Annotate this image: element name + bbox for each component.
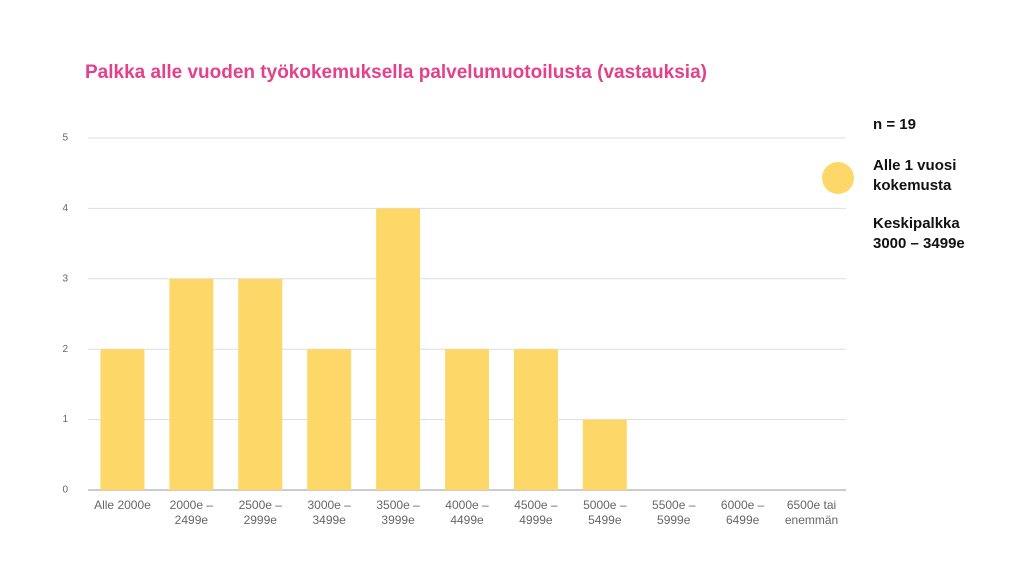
x-tick-label: 2000e – 2499e [169, 498, 214, 527]
y-tick-label: 3 [62, 273, 68, 284]
y-tick-label: 1 [62, 414, 68, 425]
x-tick-label: 6000e – 6499e [720, 498, 765, 527]
x-tick-label: 6500e tai enemmän [784, 498, 839, 527]
y-tick-label: 2 [62, 344, 68, 355]
bar [376, 208, 421, 490]
bar [445, 349, 489, 490]
x-tick-label: 3000e – 3499e [307, 498, 351, 527]
y-tick-label: 0 [62, 485, 68, 496]
x-tick-label: 2500e – 2999e [238, 498, 282, 527]
bar [513, 349, 558, 490]
annotation: Keskipalkka 3000 – 3499e [873, 215, 965, 252]
bar [169, 278, 214, 490]
x-tick-label: 5000e – 5499e [583, 498, 627, 527]
legend-marker [822, 162, 854, 194]
x-tick-label: Alle 2000e [94, 498, 151, 512]
x-tick-label: 4000e – 4499e [445, 498, 489, 527]
x-tick-label: 5500e – 5999e [652, 498, 696, 527]
y-tick-label: 4 [62, 203, 68, 214]
bar [100, 349, 145, 490]
legend-label: Alle 1 vuosi kokemusta [873, 157, 957, 194]
sample-size: n = 19 [873, 116, 916, 133]
bar [238, 278, 283, 490]
y-tick-label: 5 [62, 133, 68, 144]
x-tick-label: 4500e – 4999e [514, 498, 558, 527]
bar [582, 419, 627, 490]
bar [307, 349, 352, 490]
chart-title: Palkka alle vuoden työkokemuksella palve… [85, 62, 707, 83]
x-tick-label: 3500e – 3999e [376, 498, 420, 527]
